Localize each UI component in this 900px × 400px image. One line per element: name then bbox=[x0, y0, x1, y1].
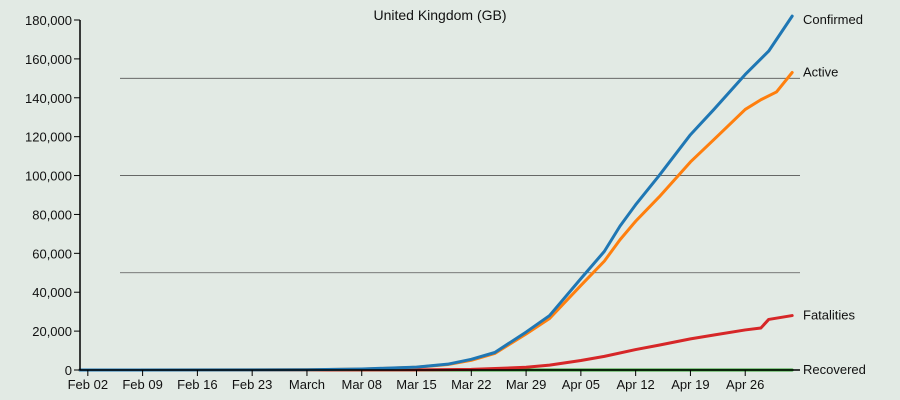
gridlines bbox=[120, 77, 800, 274]
x-tick-label: Feb 02 bbox=[68, 377, 108, 392]
y-tick-label: 80,000 bbox=[32, 207, 72, 222]
x-tick-label: March bbox=[289, 377, 325, 392]
x-tick-label: Apr 05 bbox=[562, 377, 600, 392]
y-tick-label: 120,000 bbox=[25, 130, 72, 145]
series-line-confirmed bbox=[78, 14, 794, 372]
x-tick-label: Mar 08 bbox=[342, 377, 382, 392]
y-tick-label: 100,000 bbox=[25, 169, 72, 184]
y-tick-label: 60,000 bbox=[32, 246, 72, 261]
x-tick-label: Apr 12 bbox=[616, 377, 654, 392]
x-tick-label: Feb 09 bbox=[122, 377, 162, 392]
x-tick-label: Feb 23 bbox=[232, 377, 272, 392]
y-tick-label: 160,000 bbox=[25, 52, 72, 67]
series-line-active bbox=[78, 71, 794, 372]
y-tick-label: 140,000 bbox=[25, 91, 72, 106]
x-tick-label: Mar 29 bbox=[506, 377, 546, 392]
x-tick-label: Apr 19 bbox=[671, 377, 709, 392]
y-axis-ticks: 0 20,000 40,000 60,000 80,000 100,000 120,000 1… bbox=[25, 13, 80, 378]
y-tick-label: 40,000 bbox=[32, 285, 72, 300]
axes bbox=[79, 20, 800, 371]
y-tick-label: 20,000 bbox=[32, 324, 72, 339]
chart-title: United Kingdom (GB) bbox=[373, 7, 506, 23]
x-tick-label: Apr 26 bbox=[726, 377, 764, 392]
x-tick-label: Mar 22 bbox=[451, 377, 491, 392]
y-tick-label: 180,000 bbox=[25, 13, 72, 28]
series-label-confirmed: Confirmed bbox=[803, 12, 863, 27]
series-lines bbox=[78, 14, 794, 372]
series-label-recovered: Recovered bbox=[803, 362, 866, 377]
x-tick-label: Feb 16 bbox=[177, 377, 217, 392]
series-label-fatalities: Fatalities bbox=[803, 308, 856, 323]
series-label-active: Active bbox=[803, 65, 838, 80]
series-labels: Recovered Fatalities Active Confirmed bbox=[803, 12, 866, 377]
x-tick-label: Mar 15 bbox=[396, 377, 436, 392]
y-tick-label: 0 bbox=[65, 363, 72, 378]
series-line-fatalities bbox=[78, 314, 794, 372]
x-axis-ticks: Feb 02 Feb 09 Feb 16 Feb 23 March Mar 08 Mar 1… bbox=[68, 370, 764, 392]
